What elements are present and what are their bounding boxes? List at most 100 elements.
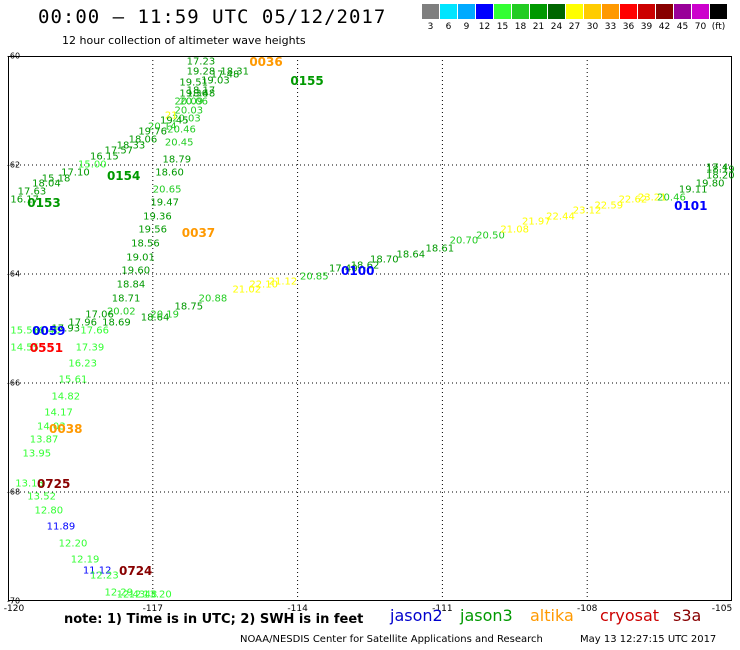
latitude-label: -70 [7,596,21,606]
longitude-label: -120 [3,604,25,614]
longitude-label: -117 [142,604,164,614]
longitude-label: -105 [711,604,733,614]
wave-height-value: 16.45 [32,325,61,337]
pass-time-label: 0153 [27,196,61,211]
wave-height-value: 18.79 [162,154,192,166]
wave-height-value: 18.69 [102,317,131,329]
wave-height-value: 13.20 [143,589,172,601]
wave-height-value: 19.03 [201,75,230,87]
longitude-label: -111 [432,604,453,614]
wave-height-value: 11.12 [82,565,112,577]
longitude-label: -114 [287,604,308,614]
longitude-label: -108 [576,604,598,614]
scale-label: 39 [640,22,653,32]
latitude-label: -60 [7,51,21,61]
scale-swatch [530,4,548,19]
scale-label: 21 [532,22,545,32]
wave-height-value: 12.29 [104,587,134,599]
satellite-legend-item: altika [530,606,574,625]
wave-height-value: 14.17 [44,407,73,419]
wave-height-value: 12.23 [90,570,119,582]
pass-time-label: 0038 [49,422,83,437]
wave-height-value: 12.43 [116,589,146,601]
wave-height-value: 19.51 [179,77,208,89]
wave-height-value: 21 [164,110,178,122]
scale-swatch [710,4,728,19]
pass-time-label: 0725 [36,476,71,491]
pass-time-label: 0037 [181,226,216,241]
wave-height-value: 19.47 [150,197,180,209]
scale-swatch [674,4,692,19]
wave-height-value: 18.71 [111,293,141,305]
wave-height-value: 19.76 [138,126,167,138]
satellite-legend-item: s3a [673,606,702,625]
wave-height-value: 12.80 [34,505,64,517]
satellite-legend-item: cryosat [600,606,660,625]
wave-height-value: 17.10 [61,167,90,179]
scale-label: 3 [427,22,434,32]
wave-height-value: 19.45 [160,115,189,127]
pass-time-label: 0154 [106,168,141,183]
wave-height-value: 17.66 [80,325,110,337]
wave-height-value: 20.19 [150,309,180,321]
scale-label: 12 [478,22,491,32]
wave-height-value: 18.60 [155,167,184,179]
scale-swatch [620,4,638,19]
scale-swatch [602,4,620,19]
wave-height-value: 13.13 [15,478,44,490]
latitude-label: -68 [7,487,21,497]
wave-height-value: 20.50 [476,230,505,242]
wave-height-value: 13.95 [22,448,52,460]
wave-height-value: 18.33 [116,140,146,152]
wave-height-value: 17.63 [17,186,47,198]
wave-height-value: 18.64 [140,312,170,324]
scale-label: 18 [514,22,527,32]
wave-height-value: 12.20 [58,538,88,550]
wave-height-value: 17.4 [706,162,729,174]
wave-height-value: 17.96 [68,317,97,329]
satellite-legend-item: jason3 [460,606,513,625]
wave-height-value: 20.65 [152,184,182,196]
wave-height-value: 19.56 [138,224,167,236]
wave-height-value: 16.15 [90,151,119,163]
scale-swatch [512,4,530,19]
wave-height-value: 21.08 [500,224,529,236]
wave-height-value: 20.03 [174,105,204,116]
scale-label: 24 [550,22,563,32]
wave-height-value: 17.40 [328,263,358,275]
wave-height-value: 19.11 [678,184,708,196]
wave-height-value: 20.46 [167,124,196,136]
wave-height-value: 17.06 [85,309,114,321]
scale-label: 6 [445,22,452,32]
scale-swatch [476,4,494,19]
scale-label: (ft) [711,22,726,32]
wave-height-value: 22.10 [249,279,278,291]
wave-height-value: 19.28 [186,66,216,78]
wave-height-value: 17.57 [104,145,134,157]
wave-height-value: 14.82 [51,391,81,403]
wave-height-value: 20.02 [106,306,136,318]
scale-swatch [692,4,710,19]
wave-height-value: 21.12 [268,276,298,288]
wave-height-value: 11.89 [46,521,76,533]
wave-height-value: 17.39 [75,342,105,354]
wave-height-value: 18.70 [370,254,399,266]
scale-label: 42 [658,22,671,32]
wave-height-value: 22.59 [594,200,624,212]
wave-height-value: 20.06 [179,96,208,108]
scale-label: 70 [694,22,707,32]
wave-height-value: 15.00 [77,159,107,171]
wave-height-value: 22.62 [618,194,648,206]
scale-swatch [584,4,602,19]
wave-height-value: 16.23 [68,358,97,370]
pass-time-label: 0551 [29,340,64,355]
pass-time-label: 0036 [249,55,283,69]
wave-height-value: 15.58 [10,325,40,337]
wave-height-value: 13.87 [29,434,59,446]
wave-height-value: 18.84 [116,279,146,291]
wave-height-value: 18.48 [186,88,216,100]
wave-height-value: 18.06 [128,134,158,146]
scale-label: 45 [676,22,689,32]
pass-time-label: 0059 [32,324,66,339]
